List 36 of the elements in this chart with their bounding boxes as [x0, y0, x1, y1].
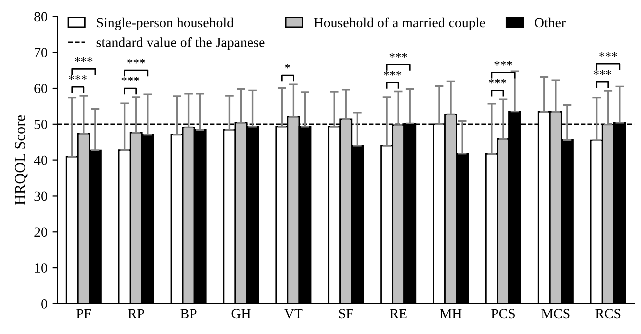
annotation: *** — [69, 76, 87, 80]
annotation: *** — [128, 58, 146, 64]
x-tick-label: VT — [284, 309, 303, 319]
y-axis-title: HRQOL Score — [15, 116, 28, 206]
x-tick-label: RE — [390, 309, 407, 318]
y-tick-label: 10 — [35, 264, 48, 273]
x-tick-label: RP — [128, 309, 144, 318]
y-tick-label: 50 — [34, 120, 48, 130]
x-tick-label: SF — [339, 309, 354, 319]
annotation: *** — [75, 58, 93, 62]
annotation: *** — [494, 61, 512, 66]
legend-label: Single-person household — [97, 18, 234, 30]
y-tick-label: 60 — [34, 84, 48, 94]
x-tick-label: PCS — [492, 309, 515, 319]
x-tick-label: MH — [440, 309, 462, 318]
y-tick-label: 80 — [34, 12, 48, 22]
x-tick-label: RCS — [596, 309, 621, 319]
legend-label: Other — [535, 18, 566, 28]
annotation: *** — [384, 71, 402, 76]
annotation: *** — [488, 79, 506, 84]
legend-label: Household of a married couple — [314, 18, 486, 30]
x-tick-label: PF — [76, 309, 92, 318]
y-tick-label: 0 — [42, 300, 48, 309]
y-tick-label: 70 — [34, 48, 48, 58]
annotation: *** — [594, 70, 612, 76]
x-tick-label: GH — [232, 309, 251, 319]
legend-label: standard value of the Japanese — [96, 37, 265, 50]
y-tick-label: 30 — [34, 192, 48, 202]
annotation: *** — [600, 52, 618, 58]
annotation: * — [285, 64, 290, 69]
annotation: *** — [122, 76, 140, 82]
annotation: *** — [390, 53, 408, 58]
y-tick-label: 40 — [34, 156, 48, 166]
x-tick-label: MCS — [542, 309, 570, 319]
x-tick-label: BP — [180, 309, 197, 318]
y-tick-label: 20 — [34, 228, 48, 238]
